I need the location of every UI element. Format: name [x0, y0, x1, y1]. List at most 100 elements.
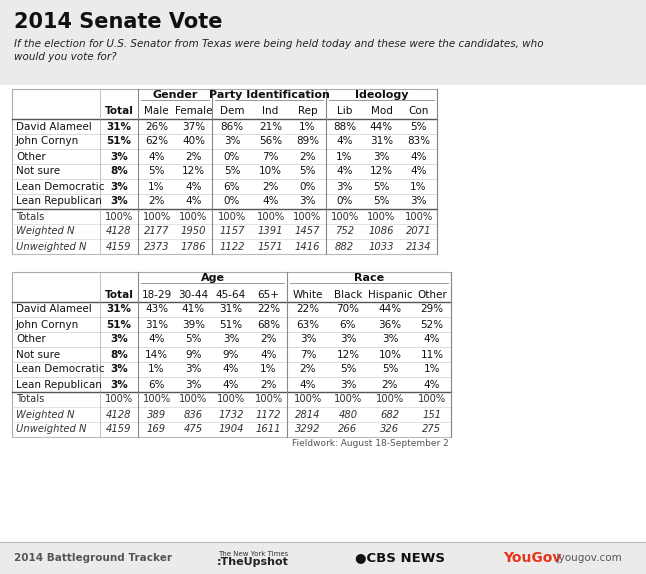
Text: :TheUpshot: :TheUpshot: [217, 557, 289, 567]
Text: Party Identification: Party Identification: [209, 90, 329, 100]
Text: 2%: 2%: [300, 364, 317, 374]
Text: 3%: 3%: [185, 364, 202, 374]
Text: Lib: Lib: [337, 107, 352, 117]
Text: 10%: 10%: [379, 350, 402, 359]
Text: John Cornyn: John Cornyn: [16, 137, 79, 146]
Text: 4%: 4%: [300, 379, 317, 390]
Text: Unweighted N: Unweighted N: [16, 425, 87, 435]
Text: ●CBS NEWS: ●CBS NEWS: [355, 552, 445, 564]
Text: 2%: 2%: [382, 379, 398, 390]
Text: 5%: 5%: [410, 122, 427, 131]
Text: 62%: 62%: [145, 137, 168, 146]
Text: 100%: 100%: [256, 211, 285, 222]
Text: 1%: 1%: [424, 364, 441, 374]
Text: Rep: Rep: [298, 107, 317, 117]
Text: The New York Times: The New York Times: [218, 551, 288, 557]
Text: 2134: 2134: [406, 242, 432, 251]
Text: 1786: 1786: [181, 242, 206, 251]
Text: 63%: 63%: [297, 320, 320, 329]
Text: 3%: 3%: [110, 379, 128, 390]
Text: David Alameel: David Alameel: [16, 122, 92, 131]
Text: 7%: 7%: [262, 152, 279, 161]
Text: YouGov: YouGov: [503, 551, 561, 565]
Bar: [0, 85, 646, 574]
Text: 326: 326: [380, 425, 400, 435]
Bar: [0, 0, 646, 85]
Text: 100%: 100%: [294, 394, 322, 405]
Text: 11%: 11%: [421, 350, 444, 359]
Text: 36%: 36%: [379, 320, 402, 329]
Text: 22%: 22%: [297, 304, 320, 315]
Text: 4159: 4159: [106, 242, 132, 251]
Text: 100%: 100%: [330, 211, 359, 222]
Text: 4128: 4128: [106, 409, 132, 420]
Text: Mod: Mod: [371, 107, 392, 117]
Text: 1457: 1457: [295, 227, 320, 236]
Text: 3%: 3%: [185, 379, 202, 390]
Text: 882: 882: [335, 242, 354, 251]
Text: Age: Age: [200, 273, 225, 283]
Text: 1172: 1172: [256, 409, 281, 420]
Text: 4%: 4%: [148, 335, 165, 344]
Text: 5%: 5%: [373, 196, 390, 207]
Text: 682: 682: [380, 409, 400, 420]
Text: 29%: 29%: [421, 304, 444, 315]
Text: 31%: 31%: [370, 137, 393, 146]
Text: 68%: 68%: [257, 320, 280, 329]
Text: Ideology: Ideology: [355, 90, 408, 100]
Text: Dem: Dem: [220, 107, 244, 117]
Text: 3%: 3%: [110, 196, 128, 207]
Text: 3%: 3%: [299, 196, 316, 207]
Text: 9%: 9%: [185, 350, 202, 359]
Text: 18-29: 18-29: [141, 289, 172, 300]
Text: 40%: 40%: [182, 137, 205, 146]
Text: 4%: 4%: [424, 379, 441, 390]
Text: 836: 836: [184, 409, 203, 420]
Text: 6%: 6%: [224, 181, 240, 192]
Text: 4%: 4%: [424, 335, 441, 344]
Text: 100%: 100%: [255, 394, 283, 405]
Text: 2071: 2071: [406, 227, 432, 236]
Text: Lean Democratic: Lean Democratic: [16, 364, 105, 374]
Text: 1611: 1611: [256, 425, 281, 435]
Text: 2%: 2%: [185, 152, 202, 161]
Text: 3292: 3292: [295, 425, 321, 435]
Text: Total: Total: [105, 107, 134, 117]
Text: 5%: 5%: [373, 181, 390, 192]
Text: 1%: 1%: [260, 364, 276, 374]
Text: 475: 475: [184, 425, 203, 435]
Text: 389: 389: [147, 409, 166, 420]
Text: Totals: Totals: [16, 211, 45, 222]
Text: 5%: 5%: [340, 364, 356, 374]
Text: 1%: 1%: [410, 181, 427, 192]
Text: 275: 275: [422, 425, 442, 435]
Text: 51%: 51%: [107, 320, 132, 329]
Text: White: White: [293, 289, 323, 300]
Text: 4%: 4%: [262, 196, 279, 207]
Text: Other: Other: [417, 289, 447, 300]
Text: 1%: 1%: [148, 364, 165, 374]
Text: 3%: 3%: [223, 335, 239, 344]
Text: Con: Con: [408, 107, 429, 117]
Text: 12%: 12%: [337, 350, 360, 359]
Text: Lean Democratic: Lean Democratic: [16, 181, 105, 192]
Text: 31%: 31%: [107, 304, 132, 315]
Text: 8%: 8%: [110, 166, 128, 176]
Text: 5%: 5%: [224, 166, 240, 176]
Text: Weighted N: Weighted N: [16, 409, 74, 420]
Text: 2014 Senate Vote: 2014 Senate Vote: [14, 12, 222, 32]
Text: 31%: 31%: [107, 122, 132, 131]
Text: 100%: 100%: [368, 211, 395, 222]
Text: 45-64: 45-64: [216, 289, 246, 300]
Text: 56%: 56%: [259, 137, 282, 146]
Text: 1033: 1033: [369, 242, 394, 251]
Text: 1732: 1732: [218, 409, 244, 420]
Text: 86%: 86%: [220, 122, 244, 131]
Text: 7%: 7%: [300, 350, 317, 359]
Text: 22%: 22%: [257, 304, 280, 315]
Text: 100%: 100%: [334, 394, 362, 405]
Text: 88%: 88%: [333, 122, 356, 131]
Text: 2%: 2%: [299, 152, 316, 161]
Text: 266: 266: [339, 425, 358, 435]
Text: 480: 480: [339, 409, 358, 420]
